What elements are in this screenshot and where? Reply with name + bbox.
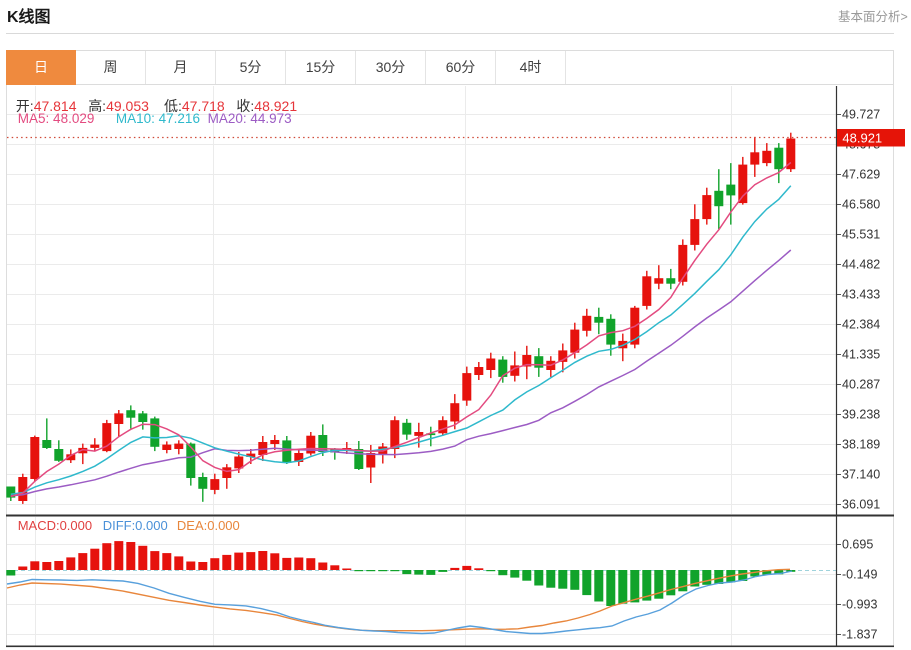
svg-text:39.238: 39.238 [842,408,880,422]
svg-text:0.695: 0.695 [842,538,873,552]
svg-text:44.482: 44.482 [842,258,880,272]
svg-text:41.335: 41.335 [842,348,880,362]
svg-text:40.287: 40.287 [842,378,880,392]
svg-text:46.580: 46.580 [842,198,880,212]
svg-text:-0.993: -0.993 [842,598,877,612]
svg-text:38.189: 38.189 [842,438,880,452]
svg-text:-1.837: -1.837 [842,628,877,642]
svg-text:37.140: 37.140 [842,468,880,482]
svg-text:42.384: 42.384 [842,318,880,332]
svg-text:36.091: 36.091 [842,498,880,512]
svg-text:49.727: 49.727 [842,108,880,122]
svg-text:-0.149: -0.149 [842,568,877,582]
svg-text:45.531: 45.531 [842,228,880,242]
svg-text:47.629: 47.629 [842,168,880,182]
svg-text:48.921: 48.921 [842,131,882,146]
svg-text:43.433: 43.433 [842,288,880,302]
